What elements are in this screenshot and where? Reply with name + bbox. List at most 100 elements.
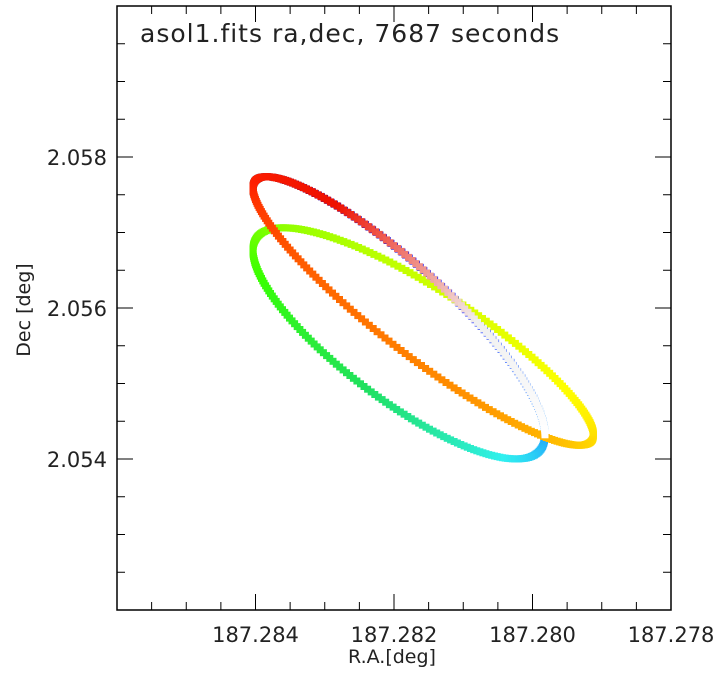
x-tick-label: 187.278 <box>628 623 715 647</box>
data-point <box>482 317 490 325</box>
data-point <box>364 223 372 231</box>
data-point <box>333 235 341 243</box>
data-point <box>354 312 362 320</box>
data-point <box>478 401 486 409</box>
data-point <box>411 417 419 425</box>
data-point <box>369 325 377 332</box>
data-point <box>398 264 406 272</box>
data-point <box>401 350 409 357</box>
data-point <box>418 362 425 369</box>
data-point <box>382 398 390 406</box>
data-point <box>541 431 549 439</box>
data-point <box>497 328 505 336</box>
data-point <box>427 281 434 288</box>
data-point <box>422 278 430 286</box>
data-point <box>433 429 441 437</box>
data-point <box>372 228 379 236</box>
data-point <box>378 396 386 404</box>
data-point <box>383 236 390 244</box>
data-point <box>494 326 502 333</box>
data-point <box>350 308 358 316</box>
data-point <box>414 273 422 281</box>
data-point <box>396 408 404 416</box>
data-point <box>434 373 442 381</box>
data-point <box>438 376 446 384</box>
data-point <box>393 343 401 351</box>
data-point <box>367 388 375 396</box>
data-point <box>366 249 374 257</box>
data-point <box>497 412 504 420</box>
data-point <box>351 242 359 250</box>
data-point <box>422 365 430 372</box>
data-points-layer <box>249 173 597 463</box>
data-point <box>389 403 397 411</box>
y-tick-label: 2.054 <box>47 448 107 472</box>
data-point <box>415 419 423 427</box>
data-point <box>373 328 381 336</box>
data-point <box>482 403 489 411</box>
data-point <box>394 245 401 252</box>
data-point <box>401 250 409 258</box>
data-point <box>397 247 405 255</box>
data-point <box>382 256 390 264</box>
data-point <box>410 271 418 279</box>
data-point <box>347 240 355 248</box>
data-point <box>475 312 483 320</box>
data-point <box>364 385 372 393</box>
data-point <box>446 381 454 389</box>
data-point <box>442 379 450 386</box>
data-point <box>377 331 385 339</box>
data-point <box>340 238 348 246</box>
data-point <box>386 239 394 247</box>
data-point <box>435 285 443 293</box>
data-point <box>466 394 474 402</box>
data-point <box>504 416 512 424</box>
data-point <box>393 406 401 413</box>
data-point <box>374 252 382 260</box>
data-point <box>409 356 417 364</box>
data-point <box>479 315 486 322</box>
data-point <box>418 276 426 284</box>
data-point <box>336 236 344 244</box>
data-point <box>405 353 413 361</box>
data-point <box>357 380 364 388</box>
data-point <box>361 220 369 228</box>
data-point <box>408 257 416 264</box>
data-point <box>358 245 366 253</box>
y-axis-label: Dec [deg] <box>13 263 35 356</box>
data-point <box>430 370 438 378</box>
data-point <box>405 253 412 261</box>
data-point <box>402 267 410 274</box>
data-point <box>454 387 462 394</box>
data-point <box>500 414 508 422</box>
data-point <box>381 334 389 342</box>
data-point <box>336 296 343 303</box>
data-point <box>493 410 501 418</box>
data-point <box>501 331 509 339</box>
x-tick-label: 187.284 <box>212 623 299 647</box>
x-axis-label: R.A.[deg] <box>348 646 436 668</box>
data-point <box>397 347 405 354</box>
data-point <box>404 413 412 420</box>
data-point <box>489 408 497 416</box>
data-point <box>354 215 362 223</box>
data-point <box>431 283 439 291</box>
data-point <box>385 337 393 345</box>
data-point <box>422 423 430 431</box>
x-tick-label: 187.282 <box>351 623 438 647</box>
data-point <box>423 269 431 277</box>
y-tick-label: 2.056 <box>47 297 107 321</box>
data-point <box>419 266 427 274</box>
data-point <box>474 399 482 407</box>
data-point <box>418 421 426 429</box>
data-point <box>386 258 394 266</box>
plot-frame <box>116 5 672 611</box>
data-point <box>361 318 369 326</box>
data-point <box>362 247 370 255</box>
data-point <box>470 396 478 404</box>
data-point <box>385 401 393 409</box>
x-tick-label: 187.280 <box>489 623 576 647</box>
data-point <box>394 262 402 270</box>
data-point <box>400 410 408 418</box>
